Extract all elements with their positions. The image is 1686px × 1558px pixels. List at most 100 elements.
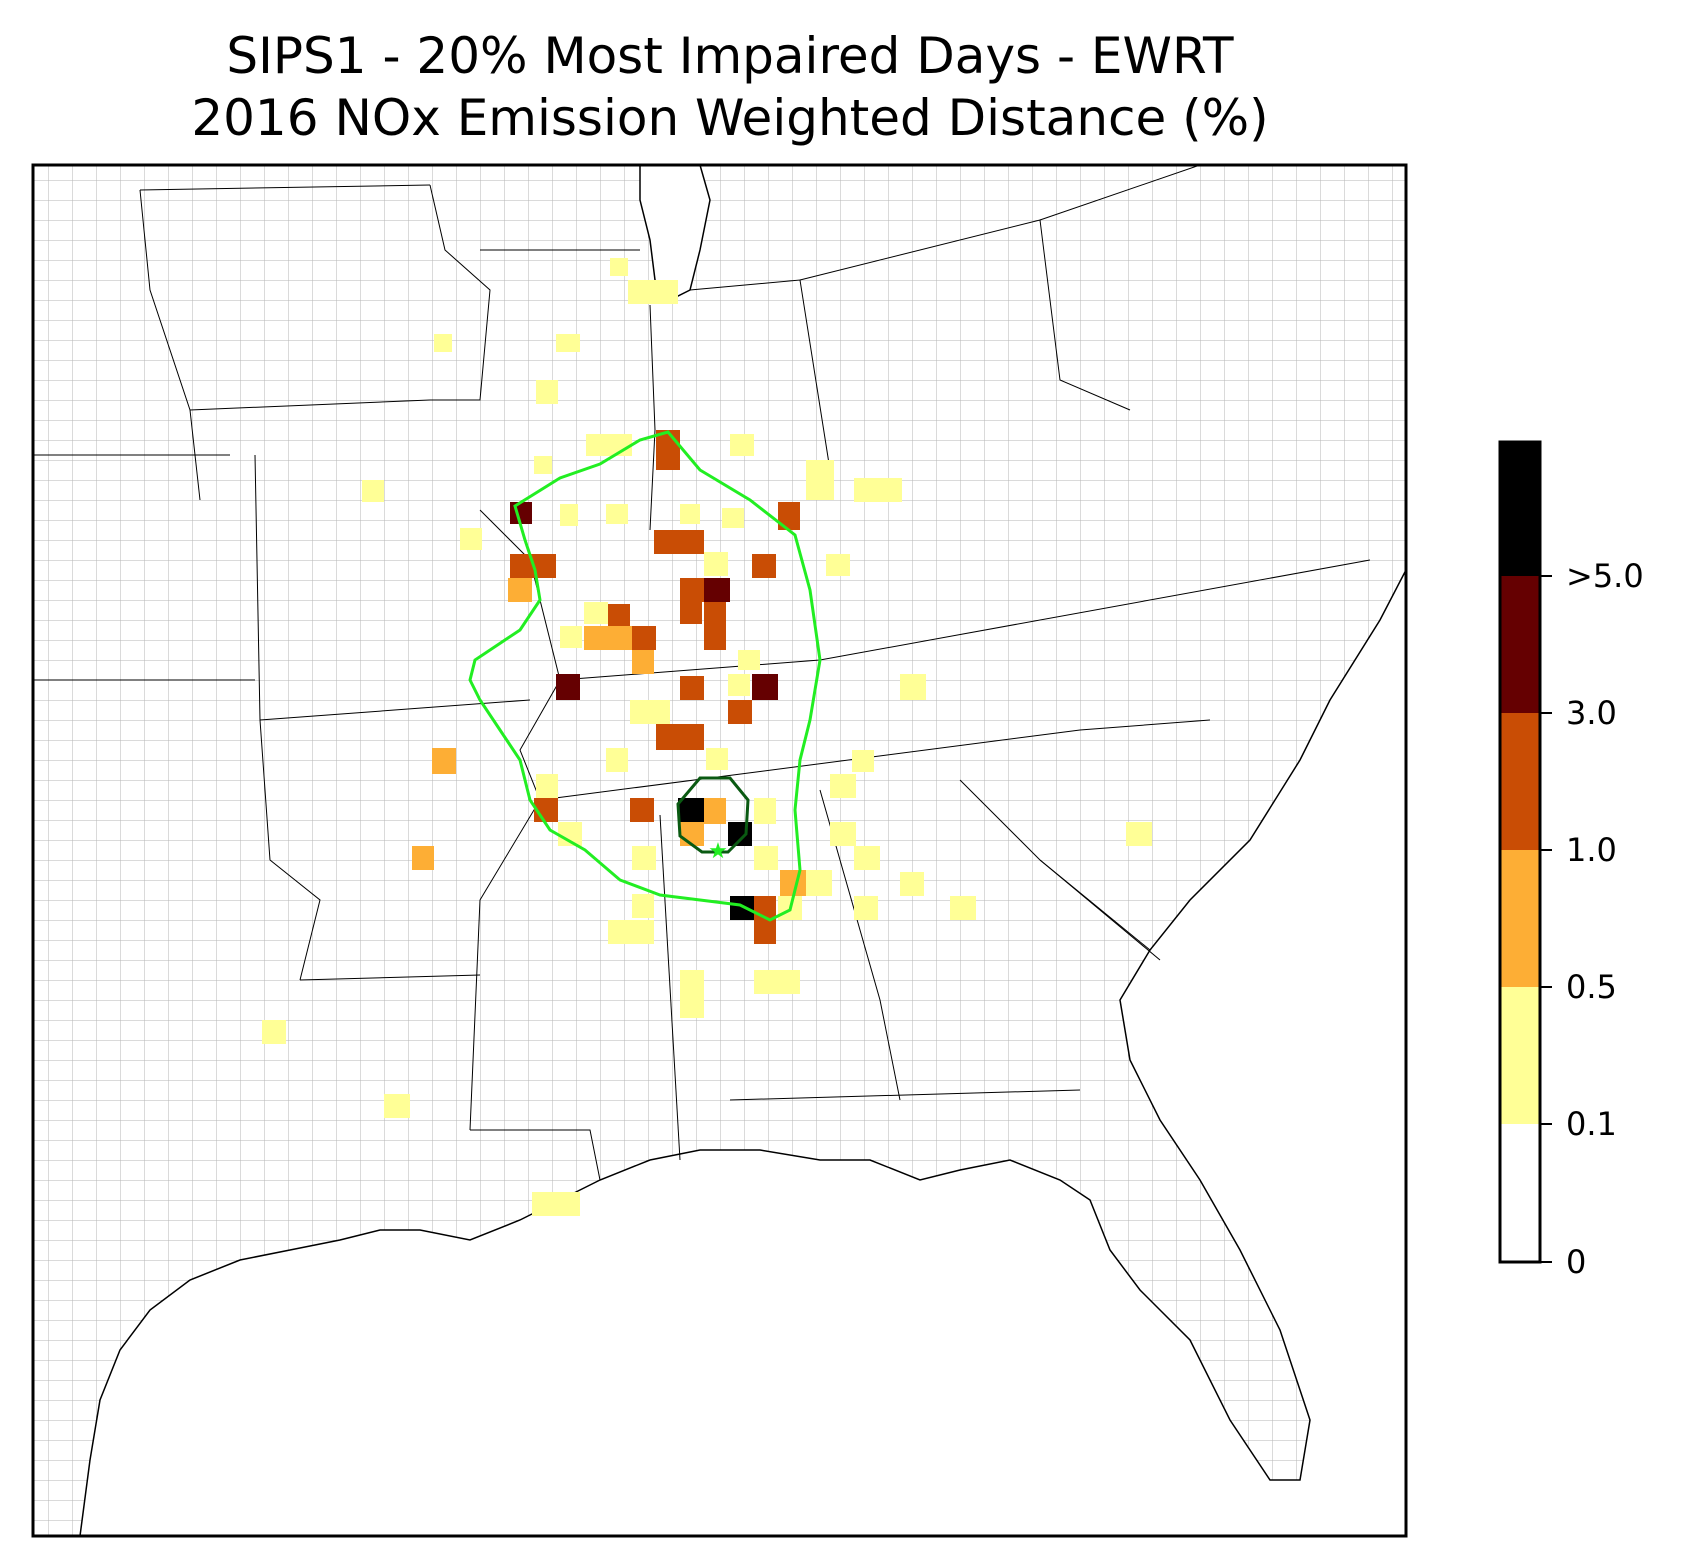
impact-cell xyxy=(432,748,456,774)
impact-cell xyxy=(534,456,552,474)
impact-cell xyxy=(704,602,726,626)
impact-cell xyxy=(900,674,926,700)
impact-cell xyxy=(680,676,704,700)
impact-cell xyxy=(610,258,628,276)
impact-cell xyxy=(632,650,654,674)
impact-cell xyxy=(728,674,750,696)
impact-cell xyxy=(854,478,902,502)
impact-cell xyxy=(852,750,874,772)
impact-cell xyxy=(754,846,778,870)
impact-cell xyxy=(806,460,834,500)
colorbar-bin-5 xyxy=(1500,442,1540,576)
impact-cell xyxy=(722,508,744,528)
impact-cell xyxy=(780,870,806,896)
impact-cell xyxy=(560,626,582,648)
impact-cell xyxy=(362,480,384,502)
impact-cell xyxy=(704,552,728,576)
impact-cells xyxy=(262,258,1152,1216)
receptor-star-icon: ★ xyxy=(708,839,728,864)
inner-contour-line xyxy=(676,776,750,854)
impact-cell xyxy=(854,896,878,920)
impact-cell xyxy=(730,434,754,456)
impact-cell xyxy=(830,774,856,798)
impact-cell xyxy=(730,896,754,920)
impact-cell xyxy=(632,626,656,650)
land-outline xyxy=(79,569,1406,1536)
impact-cell xyxy=(680,822,704,846)
impact-cell xyxy=(632,894,654,918)
impact-cell xyxy=(262,1020,286,1044)
impact-cell xyxy=(654,530,704,554)
colorbar-frame xyxy=(1498,440,1542,1264)
impact-cell xyxy=(680,578,704,602)
impact-cell xyxy=(754,920,776,944)
impact-cell xyxy=(434,334,452,352)
impact-cell xyxy=(606,504,628,524)
impact-cell xyxy=(508,578,532,602)
impact-cell xyxy=(586,434,632,456)
impact-cell xyxy=(656,724,704,750)
impact-cell xyxy=(706,748,728,770)
impact-cell xyxy=(778,502,800,530)
impact-cell xyxy=(536,380,558,404)
colorbar-label-3: 1.0 xyxy=(1566,831,1617,869)
impact-cell xyxy=(752,674,778,700)
colorbar-label-5: >5.0 xyxy=(1566,557,1644,595)
impact-cell xyxy=(680,970,704,1018)
impact-cell xyxy=(704,578,730,602)
outer-contour-line xyxy=(468,430,822,922)
colorbar-bin-0 xyxy=(1500,1124,1540,1262)
impact-cell xyxy=(704,798,726,824)
impact-cell xyxy=(678,798,704,824)
colorbar-bin-2 xyxy=(1500,850,1540,987)
impact-cell xyxy=(560,504,578,526)
impact-cell xyxy=(680,504,700,524)
impact-cell xyxy=(606,748,628,772)
colorbar-label-0: 0 xyxy=(1566,1243,1587,1281)
impact-cell xyxy=(608,604,630,626)
impact-cell xyxy=(460,528,482,550)
lake-michigan xyxy=(639,165,711,301)
colorbar-bin-3 xyxy=(1500,713,1540,850)
impact-cell xyxy=(656,430,680,470)
map-title-line-2: 2016 NOx Emission Weighted Distance (%) xyxy=(191,89,1269,147)
colorbar-bin-1 xyxy=(1500,987,1540,1124)
impact-cell xyxy=(728,822,752,846)
impact-cell xyxy=(384,1094,410,1118)
impact-cell xyxy=(806,870,832,896)
colorbar-label-4: 3.0 xyxy=(1566,694,1617,732)
colorbar xyxy=(1498,440,1552,1264)
impact-cell xyxy=(754,798,776,824)
impact-cell xyxy=(628,280,678,304)
colorbar-bin-4 xyxy=(1500,576,1540,713)
impact-cell xyxy=(556,674,580,700)
impact-cell xyxy=(630,798,654,822)
impact-cell xyxy=(704,626,726,650)
impact-cell xyxy=(608,920,654,944)
impact-cell xyxy=(854,846,880,870)
map-title-line-1: SIPS1 - 20% Most Impaired Days - EWRT xyxy=(226,27,1234,85)
impact-cell xyxy=(950,896,976,920)
impact-cell xyxy=(728,700,752,724)
impact-cell xyxy=(680,602,702,624)
impact-cell xyxy=(412,846,434,870)
impact-cell xyxy=(632,846,656,870)
impact-cell xyxy=(826,554,850,576)
colorbar-label-1: 0.1 xyxy=(1566,1105,1617,1143)
impact-cell xyxy=(900,872,924,896)
impact-cell xyxy=(630,700,670,724)
colorbar-label-2: 0.5 xyxy=(1566,968,1617,1006)
map-frame xyxy=(31,163,1408,1538)
impact-cell xyxy=(738,650,760,670)
impact-cell xyxy=(830,822,856,846)
impact-cell xyxy=(556,334,580,352)
impact-cell xyxy=(536,774,558,798)
impact-cell xyxy=(1126,822,1152,846)
impact-cell xyxy=(754,970,800,994)
impact-cell xyxy=(584,626,632,650)
impact-cell xyxy=(752,554,776,578)
impact-cell xyxy=(532,1192,580,1216)
impact-cell xyxy=(584,602,608,624)
